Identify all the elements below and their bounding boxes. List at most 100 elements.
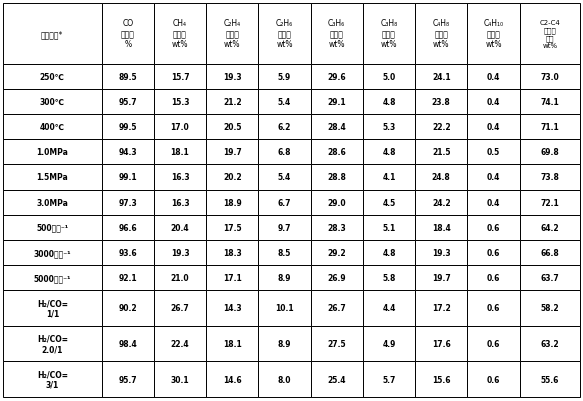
Text: 24.8: 24.8 (432, 173, 451, 182)
Text: 0.6: 0.6 (487, 248, 500, 257)
Text: 22.2: 22.2 (432, 123, 451, 132)
Text: 63.7: 63.7 (540, 273, 559, 282)
Text: 10.1: 10.1 (275, 304, 294, 313)
Text: 17.6: 17.6 (432, 339, 451, 348)
Text: 18.1: 18.1 (171, 148, 189, 157)
Text: 15.7: 15.7 (171, 73, 189, 82)
Text: 5.4: 5.4 (278, 173, 291, 182)
Text: 5.3: 5.3 (382, 123, 396, 132)
Text: 66.8: 66.8 (540, 248, 559, 257)
Text: 19.7: 19.7 (432, 273, 451, 282)
Text: 16.3: 16.3 (171, 173, 189, 182)
Text: 0.4: 0.4 (487, 173, 500, 182)
Text: 15.6: 15.6 (432, 375, 451, 384)
Text: 300℃: 300℃ (40, 98, 65, 107)
Text: 98.4: 98.4 (118, 339, 137, 348)
Text: 3.0MPa: 3.0MPa (36, 198, 68, 207)
Text: 0.6: 0.6 (487, 223, 500, 232)
Text: 6.8: 6.8 (278, 148, 292, 157)
Text: 24.2: 24.2 (432, 198, 451, 207)
Text: H₂/CO=
3/1: H₂/CO= 3/1 (37, 370, 68, 389)
Text: 28.3: 28.3 (328, 223, 346, 232)
Text: C₂H₄
选择性
wt%: C₂H₄ 选择性 wt% (224, 20, 241, 49)
Text: 17.0: 17.0 (171, 123, 189, 132)
Text: 21.5: 21.5 (432, 148, 451, 157)
Text: 0.4: 0.4 (487, 98, 500, 107)
Text: 4.5: 4.5 (382, 198, 396, 207)
Text: H₂/CO=
2.0/1: H₂/CO= 2.0/1 (37, 334, 68, 353)
Text: 1.5MPa: 1.5MPa (36, 173, 68, 182)
Text: 20.2: 20.2 (223, 173, 241, 182)
Text: 0.4: 0.4 (487, 73, 500, 82)
Text: 5.8: 5.8 (382, 273, 396, 282)
Text: 0.6: 0.6 (487, 339, 500, 348)
Text: 18.3: 18.3 (223, 248, 241, 257)
Text: 99.1: 99.1 (118, 173, 137, 182)
Text: 64.2: 64.2 (540, 223, 559, 232)
Text: 25.4: 25.4 (328, 375, 346, 384)
Text: 63.2: 63.2 (540, 339, 559, 348)
Text: C₄H₁₀
选择性
wt%: C₄H₁₀ 选择性 wt% (483, 20, 504, 49)
Text: 4.1: 4.1 (382, 173, 396, 182)
Text: 0.5: 0.5 (487, 148, 500, 157)
Text: 23.8: 23.8 (432, 98, 451, 107)
Text: 27.5: 27.5 (328, 339, 346, 348)
Text: 28.4: 28.4 (328, 123, 346, 132)
Text: C₃H₈
选择性
wt%: C₃H₈ 选择性 wt% (380, 20, 398, 49)
Text: 18.1: 18.1 (223, 339, 241, 348)
Text: 14.3: 14.3 (223, 304, 241, 313)
Text: 19.3: 19.3 (432, 248, 451, 257)
Text: 92.1: 92.1 (118, 273, 137, 282)
Text: 5000小时⁻¹: 5000小时⁻¹ (34, 273, 71, 282)
Text: 74.1: 74.1 (540, 98, 559, 107)
Text: 21.0: 21.0 (171, 273, 189, 282)
Text: 21.2: 21.2 (223, 98, 241, 107)
Text: 4.8: 4.8 (382, 98, 396, 107)
Text: 评价条件*: 评价条件* (41, 30, 64, 39)
Text: 89.5: 89.5 (118, 73, 137, 82)
Text: 97.3: 97.3 (118, 198, 137, 207)
Text: C₃H₆
选择性
wt%: C₃H₆ 选择性 wt% (328, 20, 345, 49)
Text: 17.5: 17.5 (223, 223, 241, 232)
Text: 96.6: 96.6 (118, 223, 137, 232)
Text: 0.6: 0.6 (487, 375, 500, 384)
Text: 20.4: 20.4 (171, 223, 189, 232)
Text: 16.3: 16.3 (171, 198, 189, 207)
Text: 8.5: 8.5 (278, 248, 291, 257)
Text: 8.9: 8.9 (278, 339, 292, 348)
Text: 26.7: 26.7 (171, 304, 189, 313)
Text: 72.1: 72.1 (540, 198, 559, 207)
Text: 4.4: 4.4 (382, 304, 396, 313)
Text: 15.3: 15.3 (171, 98, 189, 107)
Text: 14.6: 14.6 (223, 375, 241, 384)
Text: 19.3: 19.3 (223, 73, 241, 82)
Text: 5.1: 5.1 (382, 223, 396, 232)
Text: 24.1: 24.1 (432, 73, 451, 82)
Text: 95.7: 95.7 (118, 98, 137, 107)
Text: 1.0MPa: 1.0MPa (36, 148, 68, 157)
Text: 6.7: 6.7 (278, 198, 292, 207)
Text: 20.5: 20.5 (223, 123, 241, 132)
Text: 9.7: 9.7 (278, 223, 292, 232)
Text: 22.4: 22.4 (171, 339, 189, 348)
Text: 29.6: 29.6 (328, 73, 346, 82)
Text: 93.6: 93.6 (118, 248, 137, 257)
Text: 19.3: 19.3 (171, 248, 189, 257)
Text: 5.0: 5.0 (382, 73, 396, 82)
Text: 73.0: 73.0 (540, 73, 559, 82)
Text: 17.2: 17.2 (432, 304, 451, 313)
Text: 6.2: 6.2 (278, 123, 291, 132)
Text: 28.8: 28.8 (327, 173, 346, 182)
Text: 69.8: 69.8 (540, 148, 559, 157)
Text: 0.6: 0.6 (487, 273, 500, 282)
Text: 8.9: 8.9 (278, 273, 292, 282)
Text: 95.7: 95.7 (118, 375, 137, 384)
Text: 5.4: 5.4 (278, 98, 291, 107)
Text: 71.1: 71.1 (540, 123, 559, 132)
Text: 26.7: 26.7 (328, 304, 346, 313)
Text: 99.5: 99.5 (118, 123, 137, 132)
Text: 4.9: 4.9 (382, 339, 396, 348)
Text: C2-C4
烯烃选
择性
wt%: C2-C4 烯烃选 择性 wt% (539, 20, 560, 49)
Text: 4.8: 4.8 (382, 148, 396, 157)
Text: 58.2: 58.2 (540, 304, 559, 313)
